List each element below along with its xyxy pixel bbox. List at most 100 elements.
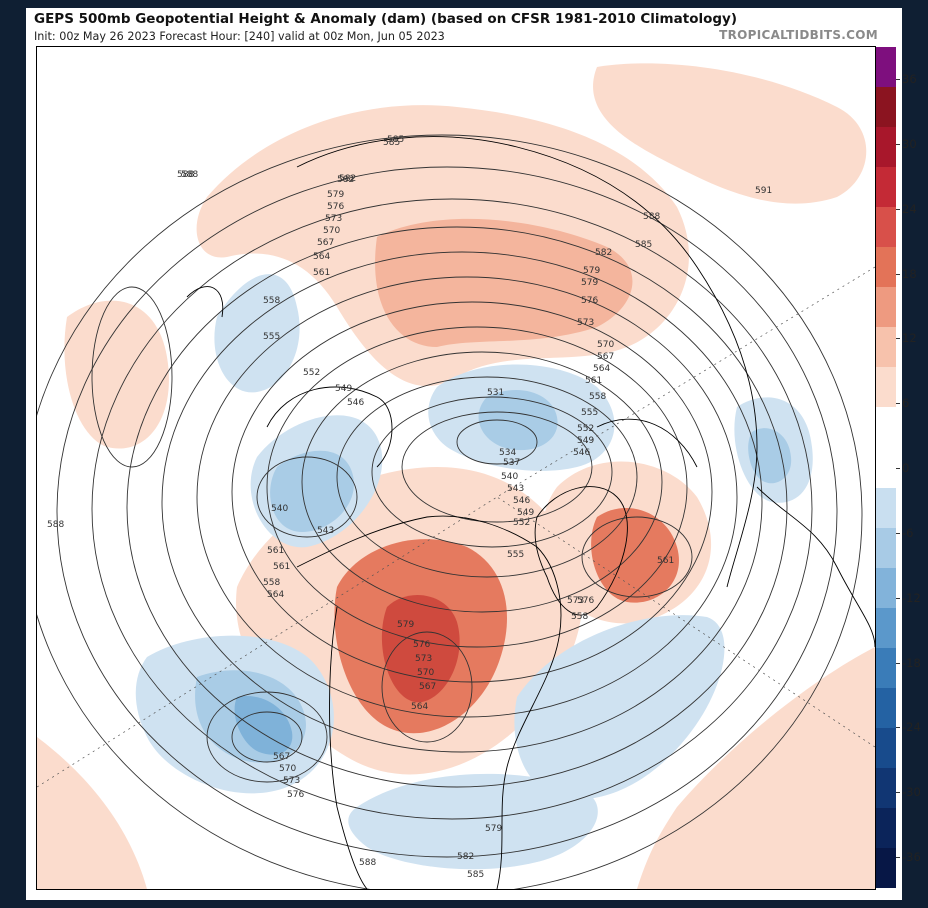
contour-label: 582 bbox=[457, 852, 474, 862]
contour-label: 573 bbox=[567, 596, 584, 606]
contour-label: 579 bbox=[327, 190, 344, 200]
colorbar-tick-label: 30 bbox=[902, 136, 917, 151]
contour-label: 567 bbox=[419, 682, 436, 692]
colorbar-tick bbox=[896, 727, 900, 729]
colorbar-tick-label: 6 bbox=[902, 396, 910, 411]
contour-ring bbox=[37, 134, 863, 889]
contour-label: 591 bbox=[755, 186, 772, 196]
height-contours bbox=[37, 134, 863, 889]
colorbar-segment bbox=[876, 327, 896, 368]
contour-label: 564 bbox=[267, 590, 284, 600]
colorbar-segment bbox=[876, 367, 896, 408]
colorbar-tick-label: -24 bbox=[902, 720, 921, 735]
contour-label: 555 bbox=[581, 408, 598, 418]
colorbar-segment bbox=[876, 847, 896, 889]
contour-label: 546 bbox=[347, 398, 364, 408]
colorbar-tick bbox=[896, 662, 900, 664]
graticule-line bbox=[37, 496, 498, 788]
contour-label: 579 bbox=[581, 278, 598, 288]
contour-label: 570 bbox=[597, 340, 614, 350]
colorbar-tick bbox=[896, 208, 900, 210]
colorbar-tick-label: -18 bbox=[902, 655, 921, 670]
contour-label: 585 bbox=[383, 138, 400, 148]
anomaly-shading bbox=[37, 63, 875, 889]
contour-label: 552 bbox=[303, 368, 320, 378]
colorbar-segment bbox=[876, 207, 896, 248]
colorbar-segment bbox=[876, 567, 896, 609]
contour-label: 585 bbox=[467, 870, 484, 880]
anomaly-negative-bering bbox=[214, 274, 300, 393]
colorbar-tick-label: -6 bbox=[902, 525, 914, 540]
colorbar-tick bbox=[896, 403, 900, 405]
contour-ring bbox=[456, 419, 538, 465]
contour-label: 558 bbox=[589, 392, 606, 402]
contour-label: 537 bbox=[503, 458, 520, 468]
coastlines bbox=[186, 136, 875, 889]
contour-label: 573 bbox=[283, 776, 300, 786]
contour-label: 561 bbox=[273, 562, 290, 572]
contour-label: 567 bbox=[317, 238, 334, 248]
colorbar-tick bbox=[896, 792, 900, 794]
anomaly-negative-arctic-mid bbox=[478, 389, 558, 451]
anomaly-positive-canada-core bbox=[381, 595, 460, 703]
colorbar-segment bbox=[876, 447, 896, 489]
colorbar-segment bbox=[876, 247, 896, 288]
contour-ring bbox=[371, 396, 613, 548]
colorbar-tick bbox=[896, 338, 900, 340]
colorbar-segment bbox=[876, 727, 896, 769]
contour-label: 549 bbox=[577, 436, 594, 446]
contour-label: 576 bbox=[413, 640, 430, 650]
contour-ring bbox=[126, 226, 788, 788]
contour-label: 588 bbox=[181, 170, 198, 180]
contour-label: 564 bbox=[313, 252, 330, 262]
contour-ring bbox=[196, 276, 738, 718]
anomaly-positive-siberia bbox=[375, 218, 633, 347]
figure-subtitle: Init: 00z May 26 2023 Forecast Hour: [24… bbox=[34, 30, 445, 43]
contour-label: 531 bbox=[487, 388, 504, 398]
contour-ring bbox=[301, 351, 663, 613]
contour-label: 552 bbox=[513, 518, 530, 528]
contour-label: 540 bbox=[501, 472, 518, 482]
contour-ring bbox=[161, 251, 763, 753]
anomaly-positive-east-asia bbox=[593, 63, 867, 204]
contour-label: 576 bbox=[581, 296, 598, 306]
contour-label: 534 bbox=[499, 448, 516, 458]
contour-label: 546 bbox=[513, 496, 530, 506]
colorbar-tick-label: 36 bbox=[902, 72, 917, 86]
contour-label: 576 bbox=[577, 596, 594, 606]
colorbar-segment bbox=[876, 127, 896, 168]
colorbar-tick-label: -12 bbox=[902, 590, 921, 605]
colorbar-segment bbox=[876, 647, 896, 689]
coast-north-america bbox=[296, 515, 562, 889]
contour-label: 576 bbox=[327, 202, 344, 212]
contour-label: 558 bbox=[571, 612, 588, 622]
figure-panel: GEPS 500mb Geopotential Height & Anomaly… bbox=[26, 8, 921, 900]
colorbar-segment bbox=[876, 487, 896, 529]
contour-label: 588 bbox=[643, 212, 660, 222]
colorbar-tick bbox=[896, 143, 900, 145]
colorbar-tick-label: -30 bbox=[902, 785, 921, 800]
contour-label: 558 bbox=[263, 578, 280, 588]
colorbar-segment bbox=[876, 687, 896, 729]
contour-label: 564 bbox=[411, 702, 428, 712]
contour-ring bbox=[401, 411, 593, 523]
contour-label: 570 bbox=[417, 668, 434, 678]
anomaly-positive-southwest-corner bbox=[37, 737, 147, 889]
coast-eurasia bbox=[296, 136, 758, 588]
colorbar-tick bbox=[896, 857, 900, 858]
contour-label: 552 bbox=[577, 424, 594, 434]
contour-label: 558 bbox=[263, 296, 280, 306]
contour-label: 561 bbox=[267, 546, 284, 556]
coast-greenland bbox=[534, 486, 628, 616]
colorbar-segment bbox=[876, 287, 896, 328]
contour-ring bbox=[336, 376, 638, 578]
colorbar-tick bbox=[896, 532, 900, 534]
contour-label: 543 bbox=[507, 484, 524, 494]
colorbar-tick-label: 0 bbox=[902, 461, 910, 475]
contour-label: 579 bbox=[583, 266, 600, 276]
colorbar-segment bbox=[876, 47, 896, 88]
contour-ring bbox=[56, 166, 838, 858]
contour-ring bbox=[231, 711, 303, 763]
graticule bbox=[37, 266, 875, 788]
